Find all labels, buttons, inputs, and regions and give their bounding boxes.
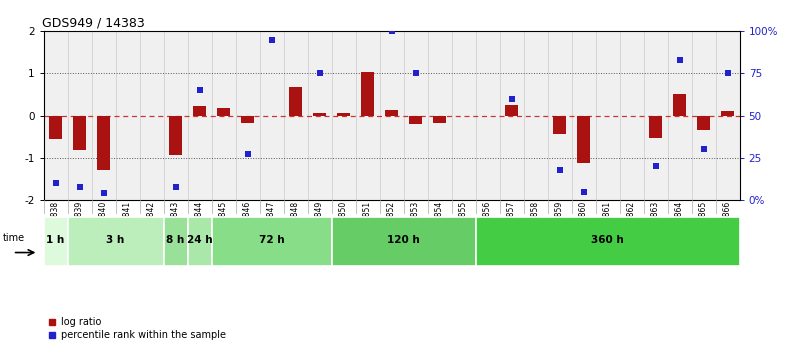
- Bar: [169, 116, 182, 155]
- Bar: [217, 108, 230, 116]
- Bar: [649, 116, 662, 138]
- Text: GSM22864: GSM22864: [675, 201, 684, 243]
- Bar: [49, 116, 62, 139]
- Text: 72 h: 72 h: [259, 235, 284, 245]
- Bar: [313, 113, 326, 116]
- Bar: [505, 106, 518, 116]
- Bar: [577, 116, 590, 163]
- Bar: [553, 116, 566, 134]
- Text: GSM22838: GSM22838: [51, 201, 60, 242]
- Bar: [187, 217, 211, 266]
- Text: GSM22843: GSM22843: [171, 201, 180, 243]
- Text: 1 h: 1 h: [47, 235, 65, 245]
- Text: GSM22851: GSM22851: [363, 201, 372, 242]
- Text: GSM22854: GSM22854: [435, 201, 444, 243]
- Text: GSM22839: GSM22839: [75, 201, 84, 243]
- Bar: [673, 93, 686, 116]
- Bar: [331, 217, 475, 266]
- Text: GSM22862: GSM22862: [627, 201, 636, 242]
- Text: GDS949 / 14383: GDS949 / 14383: [42, 17, 145, 30]
- Bar: [697, 116, 710, 129]
- Text: 24 h: 24 h: [187, 235, 212, 245]
- Text: GSM22861: GSM22861: [603, 201, 612, 242]
- Bar: [241, 116, 254, 123]
- Bar: [361, 72, 374, 116]
- Text: GSM22855: GSM22855: [459, 201, 468, 243]
- Text: GSM22863: GSM22863: [651, 201, 660, 243]
- Text: GSM22847: GSM22847: [267, 201, 276, 243]
- Bar: [289, 87, 302, 116]
- Text: time: time: [2, 233, 25, 243]
- Text: GSM22853: GSM22853: [411, 201, 420, 243]
- Text: GSM22865: GSM22865: [699, 201, 708, 243]
- Text: 120 h: 120 h: [387, 235, 420, 245]
- Text: GSM22841: GSM22841: [123, 201, 132, 242]
- Text: GSM22857: GSM22857: [507, 201, 516, 243]
- Bar: [409, 116, 422, 124]
- Bar: [67, 217, 164, 266]
- Text: GSM22850: GSM22850: [339, 201, 348, 243]
- Text: GSM22856: GSM22856: [483, 201, 492, 243]
- Text: GSM22845: GSM22845: [219, 201, 228, 243]
- Text: GSM22852: GSM22852: [387, 201, 396, 242]
- Bar: [385, 110, 398, 116]
- Bar: [475, 217, 740, 266]
- Bar: [211, 217, 331, 266]
- Bar: [721, 111, 734, 116]
- Text: GSM22848: GSM22848: [291, 201, 300, 242]
- Bar: [73, 116, 86, 150]
- Text: GSM22849: GSM22849: [315, 201, 324, 243]
- Text: GSM22840: GSM22840: [99, 201, 108, 243]
- Text: GSM22844: GSM22844: [195, 201, 204, 243]
- Text: GSM22858: GSM22858: [531, 201, 540, 242]
- Bar: [337, 114, 350, 116]
- Text: 360 h: 360 h: [591, 235, 624, 245]
- Text: GSM22866: GSM22866: [723, 201, 732, 243]
- Text: 3 h: 3 h: [106, 235, 125, 245]
- Bar: [44, 217, 67, 266]
- Text: GSM22859: GSM22859: [555, 201, 564, 243]
- Text: GSM22842: GSM22842: [147, 201, 156, 242]
- Text: 8 h: 8 h: [166, 235, 184, 245]
- Bar: [433, 116, 446, 123]
- Bar: [97, 116, 110, 170]
- Bar: [164, 217, 187, 266]
- Bar: [193, 106, 206, 116]
- Text: GSM22860: GSM22860: [579, 201, 588, 243]
- Text: GSM22846: GSM22846: [243, 201, 252, 243]
- Legend: log ratio, percentile rank within the sample: log ratio, percentile rank within the sa…: [48, 317, 226, 340]
